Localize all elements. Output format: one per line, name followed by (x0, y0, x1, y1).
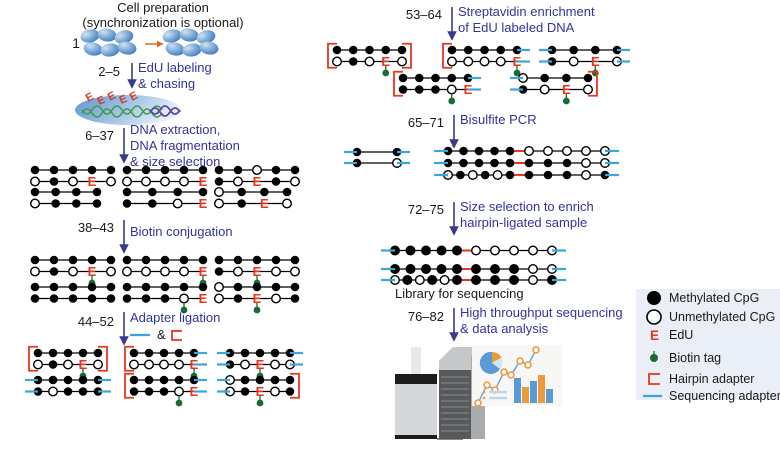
svg-text:EdU labeling: EdU labeling (138, 60, 212, 75)
svg-text:& data analysis: & data analysis (460, 321, 549, 336)
svg-text:DNA extraction,: DNA extraction, (130, 122, 220, 137)
svg-text:& chasing: & chasing (138, 76, 195, 91)
svg-text:E: E (88, 174, 97, 189)
svg-text:Hairpin adapter: Hairpin adapter (669, 372, 754, 386)
svg-text:E: E (199, 291, 208, 306)
svg-text:Biotin conjugation: Biotin conjugation (130, 224, 233, 239)
svg-text:of EdU labeled DNA: of EdU labeled DNA (458, 20, 575, 35)
svg-text:Size selection to enrich: Size selection to enrich (460, 199, 594, 214)
svg-text:Library for sequencing: Library for sequencing (395, 286, 524, 301)
svg-text:High throughput sequencing: High throughput sequencing (460, 305, 623, 320)
svg-text:DNA fragmentation: DNA fragmentation (130, 138, 240, 153)
svg-text:E: E (199, 196, 208, 211)
svg-text:76–82: 76–82 (408, 309, 444, 324)
svg-text:Bisulfite PCR: Bisulfite PCR (460, 112, 537, 127)
svg-text:Cell preparation: Cell preparation (117, 0, 209, 15)
svg-text:65–71: 65–71 (408, 115, 444, 130)
svg-text:Sequencing adapter: Sequencing adapter (669, 389, 780, 403)
svg-text:E: E (253, 174, 262, 189)
svg-text:E: E (650, 328, 659, 343)
svg-text:hairpin-ligated sample: hairpin-ligated sample (460, 215, 587, 230)
svg-text:53–64: 53–64 (406, 7, 442, 22)
svg-text:72–75: 72–75 (408, 202, 444, 217)
svg-text:6–37: 6–37 (85, 128, 114, 143)
svg-text:38–43: 38–43 (78, 220, 114, 235)
svg-text:EdU: EdU (669, 328, 693, 342)
svg-text:1: 1 (72, 35, 80, 51)
svg-text:Biotin tag: Biotin tag (669, 351, 721, 365)
svg-text:E: E (199, 174, 208, 189)
svg-text:(synchronization is optional): (synchronization is optional) (82, 15, 243, 30)
svg-text:Streptavidin enrichment: Streptavidin enrichment (458, 4, 595, 19)
svg-text:E: E (260, 196, 269, 211)
svg-text:Methylated CpG: Methylated CpG (669, 291, 759, 305)
svg-text:Unmethylated CpG: Unmethylated CpG (669, 310, 775, 324)
svg-text:&: & (157, 327, 166, 342)
svg-text:44–52: 44–52 (78, 314, 114, 329)
svg-text:Adapter ligation: Adapter ligation (130, 310, 220, 325)
svg-text:2–5: 2–5 (98, 64, 120, 79)
